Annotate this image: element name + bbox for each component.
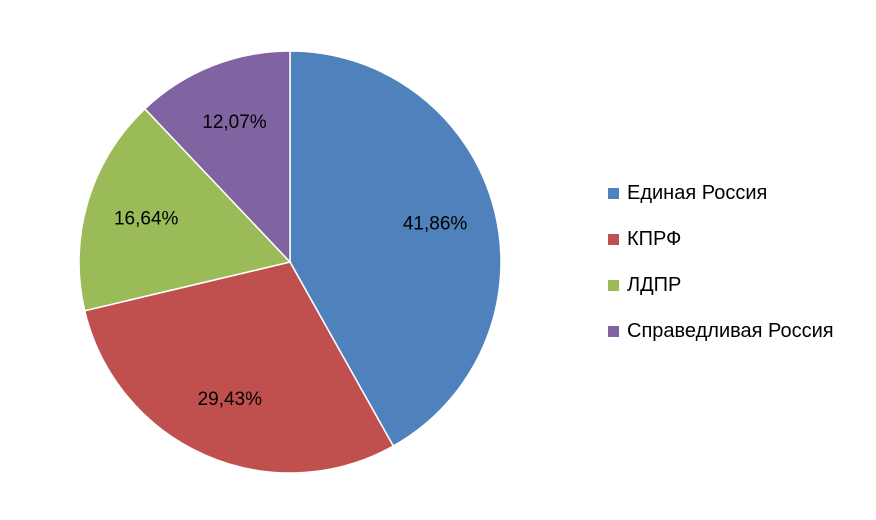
legend-item-spravedlivaya-rossiya: Справедливая Россия [608,316,834,347]
pie-slice-2 [83,261,395,474]
data-label-3: 16,64% [114,209,179,230]
legend-label: ЛДПР [627,274,682,296]
pie-slices [78,50,502,474]
pie-slice-4 [143,50,291,264]
pie-slice-1 [289,50,502,448]
legend-swatch [608,280,619,291]
legend-swatch [608,326,619,337]
data-label-1: 41,86% [403,214,468,235]
legend-swatch [608,234,619,245]
chart-legend: Единая Россия КПРФ ЛДПР Справедливая Рос… [608,178,834,362]
data-label-2: 29,43% [198,389,263,410]
legend-swatch [608,188,619,199]
legend-item-edinaya-rossiya: Единая Россия [608,178,834,209]
legend-item-ldpr: ЛДПР [608,270,834,301]
legend-label: Справедливая Россия [627,320,834,342]
legend-label: Единая Россия [627,182,768,204]
legend-label: КПРФ [627,228,682,250]
data-label-4: 12,07% [202,112,267,133]
legend-item-kprf: КПРФ [608,224,834,255]
pie-slice-3 [78,107,292,312]
pie-data-labels: 41,86% 29,43% 16,64% 12,07% [114,112,467,410]
